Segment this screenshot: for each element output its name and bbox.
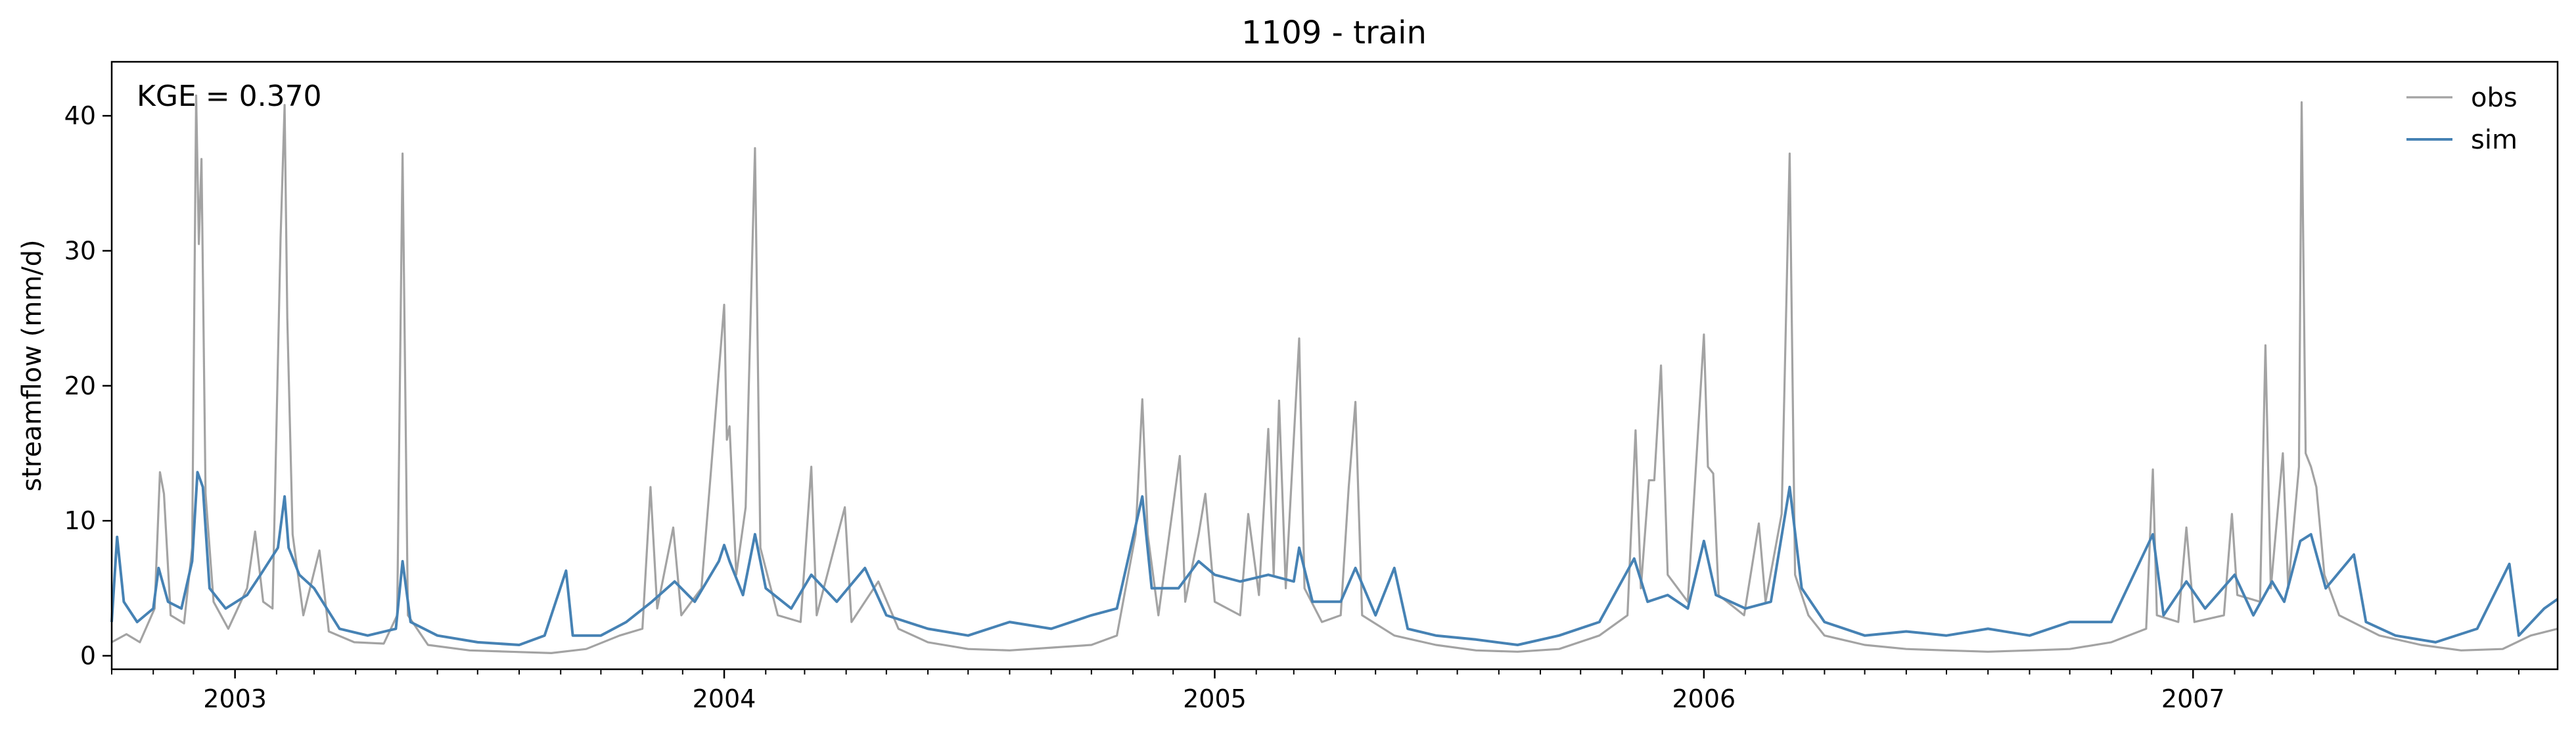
series-layer: [110, 94, 2559, 655]
legend: obs sim: [2406, 83, 2518, 155]
series-line-obs: [111, 94, 2558, 655]
legend-label-sim: sim: [2471, 125, 2518, 155]
x-tick-label: 2004: [693, 684, 756, 713]
y-tick-label: 40: [64, 101, 96, 130]
y-tick-label: 0: [80, 641, 96, 670]
x-tick-label: 2003: [203, 684, 267, 713]
y-tick-label: 30: [64, 236, 96, 265]
x-tick-label: 2006: [1672, 684, 1736, 713]
legend-label-obs: obs: [2471, 83, 2518, 113]
plot-frame: [110, 60, 2559, 671]
y-axis-title: streamflow (mm/d): [17, 239, 47, 491]
y-tick-label: 10: [64, 506, 96, 535]
series-line-sim: [110, 471, 2559, 646]
chart-title: 1109 - train: [1241, 14, 1427, 51]
x-axis: 2003 2004 2005 2006 2007: [111, 669, 2519, 713]
y-axis: 0 10 20 30 40: [64, 101, 112, 670]
x-tick-label: 2007: [2161, 684, 2225, 713]
kge-annotation: KGE = 0.370: [137, 80, 322, 113]
y-tick-label: 20: [64, 371, 96, 400]
x-tick-label: 2005: [1183, 684, 1247, 713]
